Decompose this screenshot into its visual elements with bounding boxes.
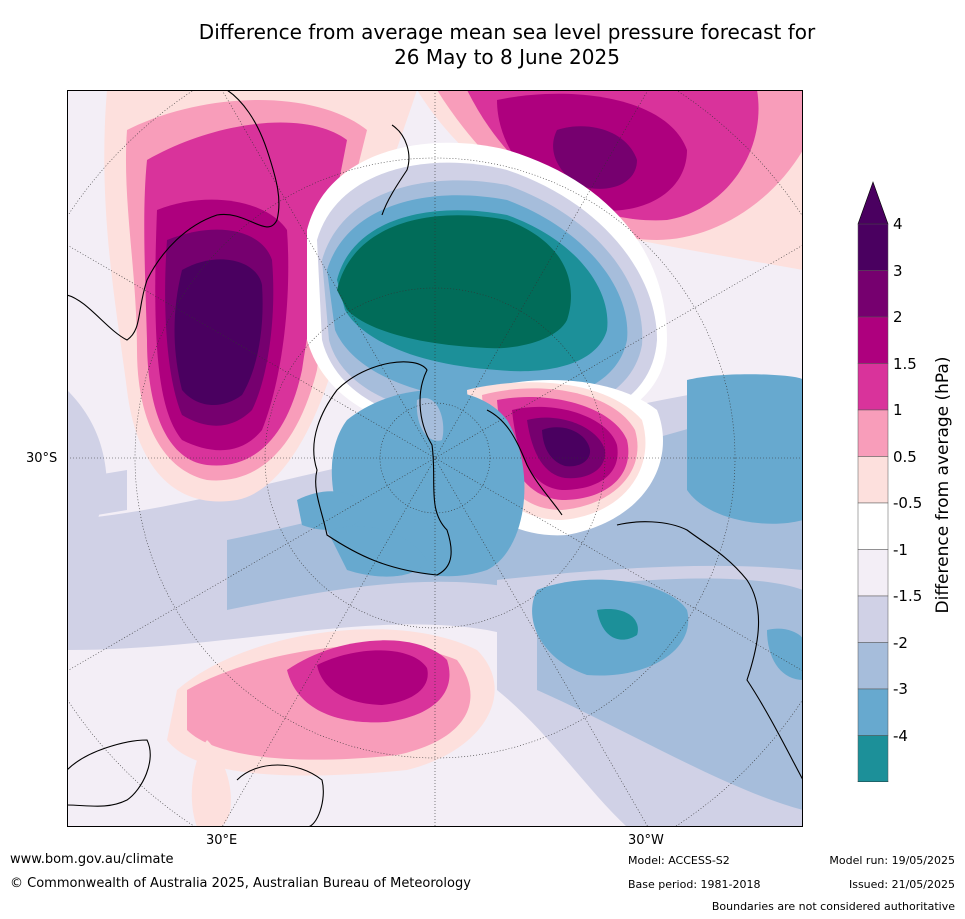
antarctic-peninsula-coastline <box>486 409 563 516</box>
colorbar-swatch <box>857 688 889 736</box>
coastlines <box>67 90 803 827</box>
colorbar-swatch <box>857 456 889 504</box>
south-america-coastline <box>616 521 803 781</box>
colorbar-tick-label: -3 <box>893 680 908 698</box>
colorbar-tick-label: 0.5 <box>893 447 917 466</box>
colorbar-swatch <box>857 270 889 318</box>
south-atlantic-low-anomaly <box>532 374 803 680</box>
graticule <box>67 90 803 827</box>
colorbar-swatch <box>857 549 889 597</box>
website-text: www.bom.gov.au/climate <box>10 852 174 867</box>
colorbar-swatch <box>857 735 889 782</box>
title-line-1: Difference from average mean sea level p… <box>198 20 816 44</box>
issued-text: Issued: 21/05/2025 <box>848 878 955 891</box>
colorbar-title: Difference from average (hPa) <box>933 356 953 614</box>
colorbar-tick-label: -1.5 <box>893 587 923 605</box>
colorbar-swatch <box>857 223 889 271</box>
model-text: Model: ACCESS-S2 <box>628 854 730 867</box>
disclaimer-text: Boundaries are not considered authoritat… <box>711 900 955 913</box>
colorbar-swatch <box>857 595 889 643</box>
colorbar-tick-label: 1 <box>893 401 903 419</box>
colorbar-tick-label: 2 <box>893 308 903 326</box>
colorbar <box>857 181 889 782</box>
australia-coastline <box>67 90 280 341</box>
colorbar-swatch <box>857 363 889 411</box>
colorbar-tick-label: 3 <box>893 261 903 280</box>
pressure-anomaly-map <box>67 90 803 827</box>
label-30e: 30°E <box>206 833 238 848</box>
colorbar-swatch <box>857 316 889 364</box>
title: Difference from average mean sea level p… <box>0 20 965 70</box>
colorbar-tick-label: -4 <box>893 726 908 745</box>
base-period-text: Base period: 1981-2018 <box>628 878 761 891</box>
tasman-low-anomaly <box>307 142 667 440</box>
colorbar-tick-label: 1.5 <box>893 354 917 373</box>
copyright-text: © Commonwealth of Australia 2025, Austra… <box>10 876 471 891</box>
colorbar-tick-label: -1 <box>893 540 908 559</box>
colorbar-extend-top <box>857 181 889 225</box>
africa-coastline <box>67 739 151 807</box>
colorbar-swatch <box>857 409 889 457</box>
colorbar-swatch <box>857 642 889 690</box>
madagascar-coastline <box>236 764 324 827</box>
colorbar-tick-label: -0.5 <box>893 494 923 512</box>
colorbar-swatch <box>857 502 889 550</box>
label-30w: 30°W <box>628 833 664 848</box>
colorbar-tick-label: 4 <box>893 215 903 233</box>
colorbar-tick-label: -2 <box>893 633 908 652</box>
antarctica-coastline <box>313 361 452 576</box>
model-run-text: Model run: 19/05/2025 <box>829 854 955 867</box>
south-africa-high-anomaly <box>167 629 495 827</box>
label-30s: 30°S <box>26 451 58 466</box>
title-line-2: 26 May to 8 June 2025 <box>394 45 620 69</box>
new-zealand-coastline <box>381 124 410 216</box>
